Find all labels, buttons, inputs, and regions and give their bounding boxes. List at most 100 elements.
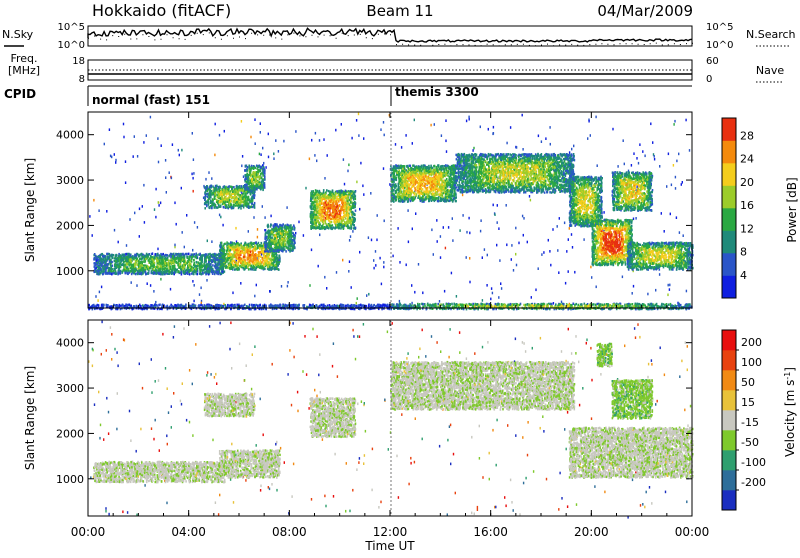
echo-cell xyxy=(247,244,249,246)
scatter-cell xyxy=(270,215,271,218)
echo-cell xyxy=(293,244,295,246)
echo-cell xyxy=(257,254,259,256)
scatter-cell xyxy=(635,217,636,220)
scatter-cell xyxy=(492,292,493,295)
scatter-cell xyxy=(305,187,306,190)
echo-cell xyxy=(252,261,254,263)
scatter-cell xyxy=(558,271,559,274)
scatter-cell xyxy=(268,156,269,159)
echo-cell xyxy=(261,242,263,244)
echo-cell xyxy=(174,265,176,267)
scatter-cell xyxy=(193,172,194,175)
echo-cell xyxy=(170,256,172,258)
scatter-cell xyxy=(430,124,431,127)
echo-cell xyxy=(153,271,155,273)
echo-cell xyxy=(208,206,210,208)
echo-cell xyxy=(245,165,247,167)
echo-cell xyxy=(218,204,220,206)
echo-cell xyxy=(188,269,190,271)
echo-cell xyxy=(157,253,159,255)
scatter-cell xyxy=(549,126,550,129)
echo-cell xyxy=(251,182,253,184)
echo-cell xyxy=(182,253,184,255)
scatter-cell xyxy=(486,284,487,287)
echo-cell xyxy=(206,186,208,188)
echo-cell xyxy=(252,200,254,202)
scatter-cell xyxy=(199,293,200,296)
echo-cell xyxy=(273,259,275,261)
scatter-cell xyxy=(587,137,588,140)
echo-cell xyxy=(256,167,258,169)
echo-cell xyxy=(159,260,161,262)
scatter-cell xyxy=(366,294,367,297)
scatter-cell xyxy=(160,278,161,281)
echo-cell xyxy=(111,261,113,263)
scatter-cell xyxy=(155,301,156,304)
echo-cell xyxy=(343,219,345,221)
echo-cell xyxy=(253,258,255,260)
scatter-cell xyxy=(441,134,442,137)
scatter-cell xyxy=(273,153,274,156)
scatter-cell xyxy=(253,216,254,219)
echo-cell xyxy=(222,198,224,200)
echo-cell xyxy=(201,259,203,261)
echo-cell xyxy=(259,176,261,178)
echo-cell xyxy=(224,243,226,245)
echo-cell xyxy=(228,255,230,257)
scatter-cell xyxy=(174,202,175,205)
echo-cell xyxy=(177,271,179,273)
echo-cell xyxy=(189,273,191,275)
echo-cell xyxy=(259,183,261,185)
echo-cell xyxy=(162,260,164,262)
echo-cell xyxy=(277,241,279,243)
echo-cell xyxy=(141,269,143,271)
echo-cell xyxy=(99,256,101,258)
echo-cell xyxy=(94,253,96,255)
scatter-cell xyxy=(552,228,553,231)
scatter-cell xyxy=(283,140,284,143)
scatter-cell xyxy=(139,235,140,238)
echo-cell xyxy=(217,207,219,209)
echo-cell xyxy=(259,245,261,247)
echo-cell xyxy=(285,240,287,242)
scatter-cell xyxy=(206,279,207,282)
echo-cell xyxy=(310,218,312,220)
echo-cell xyxy=(245,188,247,190)
echo-cell xyxy=(183,266,185,268)
scatter-cell xyxy=(679,231,680,234)
echo-cell xyxy=(227,191,229,193)
scatter-cell xyxy=(538,267,539,270)
echo-cell xyxy=(121,272,123,274)
scatter-cell xyxy=(566,250,567,253)
scatter-cell xyxy=(150,284,151,287)
echo-cell xyxy=(219,195,221,197)
echo-cell xyxy=(211,207,213,209)
scatter-cell xyxy=(637,185,638,188)
scatter-cell xyxy=(498,296,499,299)
scatter-cell xyxy=(157,248,158,251)
echo-cell xyxy=(125,272,127,274)
echo-cell xyxy=(333,192,335,194)
echo-cell xyxy=(238,259,240,261)
echo-cell xyxy=(191,256,193,258)
echo-cell xyxy=(218,189,220,191)
echo-cell xyxy=(223,206,225,208)
echo-cell xyxy=(236,201,238,203)
cpid-segment-normal: normal (fast) 151 xyxy=(92,93,210,107)
echo-cell xyxy=(221,267,223,269)
echo-cell xyxy=(166,267,168,269)
echo-cell xyxy=(266,258,268,260)
scatter-cell xyxy=(316,160,317,163)
scatter-cell xyxy=(448,226,449,229)
echo-cell xyxy=(126,262,128,264)
echo-cell xyxy=(253,187,255,189)
echo-cell xyxy=(112,254,114,256)
echo-cell xyxy=(105,257,107,259)
echo-cell xyxy=(171,262,173,264)
echo-cell xyxy=(230,253,232,255)
scatter-cell xyxy=(348,164,349,167)
scatter-cell xyxy=(383,261,384,264)
echo-cell xyxy=(335,226,337,228)
echo-cell xyxy=(133,258,135,260)
echo-cell xyxy=(218,193,220,195)
